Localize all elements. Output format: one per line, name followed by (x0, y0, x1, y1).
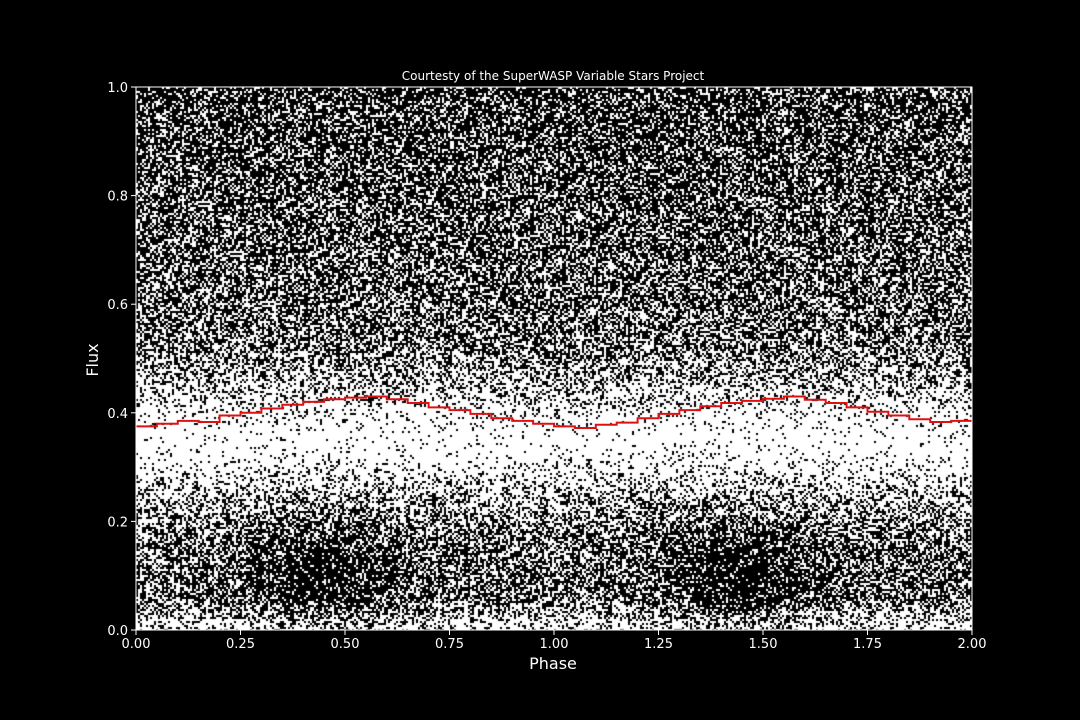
x-tick-label: 1.75 (853, 637, 882, 652)
x-tick-label: 1.00 (540, 637, 569, 652)
x-axis-label: Phase (529, 654, 577, 673)
y-tick-label: 1.0 (107, 81, 128, 96)
y-tick-label: 0.6 (107, 298, 128, 313)
x-tick-label: 2.00 (958, 637, 987, 652)
x-tick-label: 1.25 (644, 637, 673, 652)
y-tick-label: 0.2 (107, 515, 128, 530)
x-tick-label: 0.75 (435, 637, 464, 652)
axes: 0.00 0.25 0.50 0.75 1.00 1.25 1.50 1.75 2.00 0.0 0… (107, 81, 986, 652)
x-tick-label: 0.50 (331, 637, 360, 652)
chart-title: Courtesty of the SuperWASP Variable Star… (402, 69, 705, 83)
x-tick-label: 0.00 (122, 637, 151, 652)
scatter-points (136, 87, 972, 630)
plot-area (136, 87, 972, 630)
binned-flux-curve (136, 395, 972, 429)
x-tick-label: 1.50 (749, 637, 778, 652)
y-tick-label: 0.0 (107, 624, 128, 639)
y-axis-label: Flux (83, 343, 102, 376)
y-tick-label: 0.4 (107, 407, 128, 422)
y-tick-label: 0.8 (107, 190, 128, 205)
x-tick-label: 0.25 (226, 637, 255, 652)
